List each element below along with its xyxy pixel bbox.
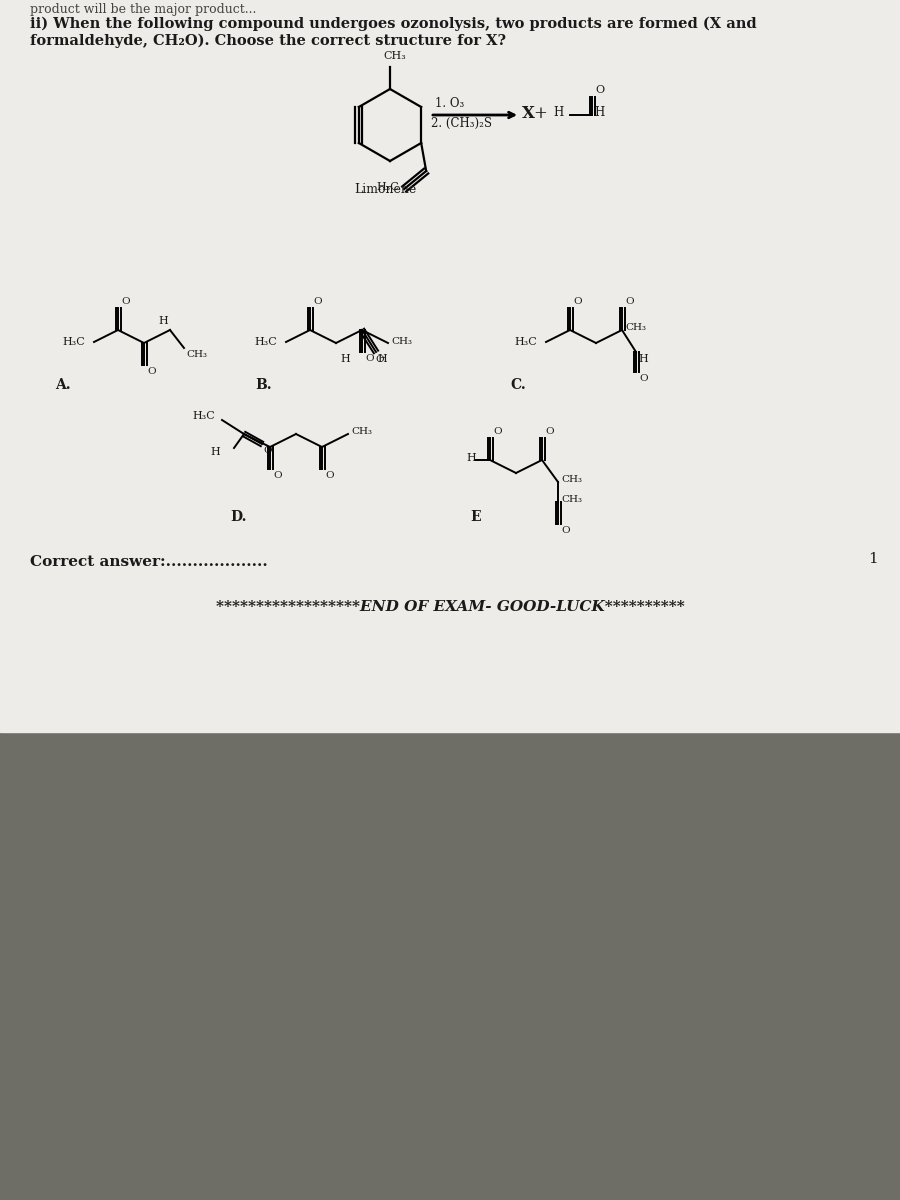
Text: H: H	[638, 354, 648, 364]
Text: O: O	[639, 374, 648, 383]
Text: O: O	[263, 446, 272, 455]
Text: product will be the major product...: product will be the major product...	[30, 2, 256, 16]
Text: 1. O₃: 1. O₃	[435, 97, 464, 110]
Text: O: O	[365, 354, 374, 362]
Text: H₃C: H₃C	[376, 182, 399, 192]
Text: CH₃: CH₃	[383, 50, 406, 61]
Text: A.: A.	[55, 378, 70, 392]
Text: H₃C: H₃C	[62, 337, 85, 347]
Text: CH₃: CH₃	[351, 427, 372, 437]
Text: O: O	[573, 296, 581, 306]
Text: E: E	[470, 510, 481, 524]
Bar	[0, 0, 900, 732]
Text: H: H	[377, 354, 387, 364]
Text: formaldehyde, CH₂O). Choose the correct structure for X?: formaldehyde, CH₂O). Choose the correct …	[30, 34, 506, 48]
Text: H₃C: H₃C	[192, 410, 215, 421]
Text: H: H	[340, 354, 350, 364]
Text: H₃C: H₃C	[254, 337, 277, 347]
Text: 2. (CH₃)₂S: 2. (CH₃)₂S	[431, 116, 492, 130]
Text: Correct answer:...................: Correct answer:...................	[30, 554, 268, 569]
Text: C.: C.	[510, 378, 526, 392]
Text: O: O	[121, 296, 130, 306]
Text: CH₃: CH₃	[561, 475, 582, 485]
Text: O: O	[325, 470, 334, 480]
Text: O: O	[147, 367, 156, 376]
Text: ******************END OF EXAM- GOOD-LUCK**********: ******************END OF EXAM- GOOD-LUCK…	[216, 600, 684, 614]
Text: CH₃: CH₃	[391, 336, 412, 346]
Text: O: O	[545, 427, 554, 436]
Text: H: H	[466, 452, 476, 463]
Text: CH₃: CH₃	[625, 324, 646, 332]
Text: H: H	[158, 316, 168, 326]
Text: O: O	[625, 296, 634, 306]
Text: O: O	[313, 296, 321, 306]
Text: H: H	[594, 107, 604, 120]
Text: O: O	[273, 470, 282, 480]
Text: CH₃: CH₃	[561, 496, 582, 504]
Text: O: O	[595, 85, 604, 95]
Text: O: O	[375, 355, 383, 364]
Text: 1: 1	[868, 552, 878, 566]
Text: B.: B.	[255, 378, 272, 392]
Text: O: O	[493, 427, 501, 436]
Text: +: +	[533, 104, 547, 121]
Text: H: H	[554, 107, 564, 120]
Text: D.: D.	[230, 510, 247, 524]
Text: ii) When the following compound undergoes ozonolysis, two products are formed (X: ii) When the following compound undergoe…	[30, 17, 757, 31]
Text: X: X	[521, 104, 535, 121]
Text: H: H	[211, 446, 220, 457]
Text: CH₃: CH₃	[186, 350, 207, 359]
Text: Limonene: Limonene	[354, 182, 416, 196]
Text: O: O	[561, 526, 570, 535]
Text: H₃C: H₃C	[514, 337, 536, 347]
